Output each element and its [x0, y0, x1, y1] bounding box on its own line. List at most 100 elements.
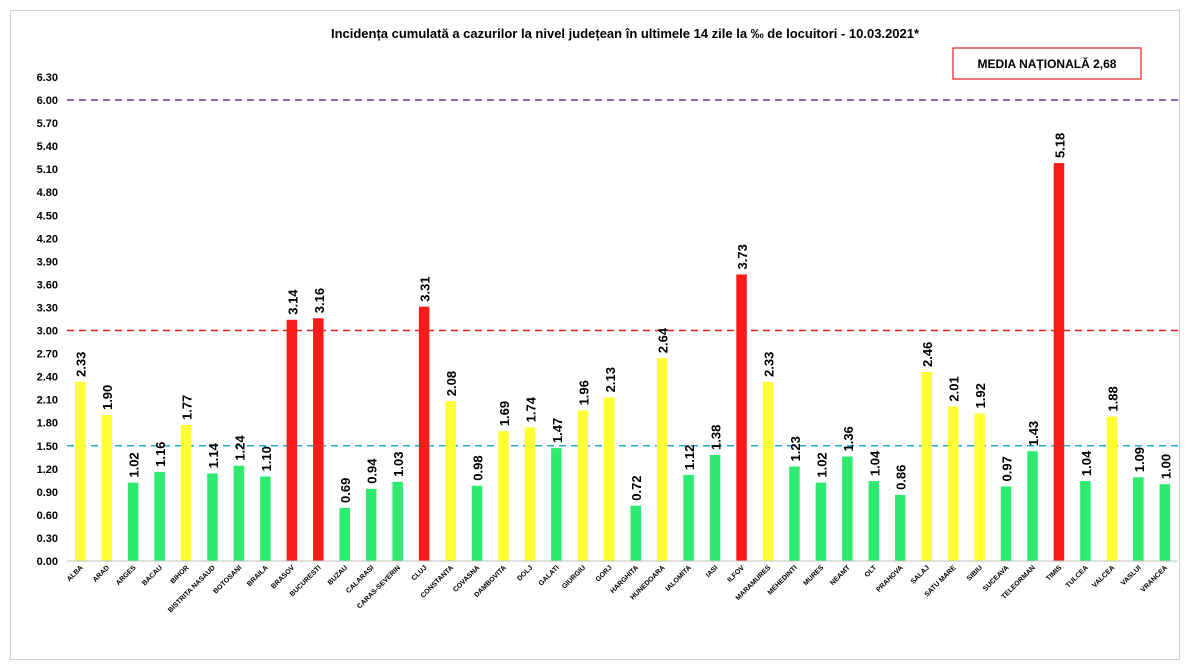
x-tick-label: TULCEA — [1065, 564, 1090, 589]
data-label: 3.16 — [312, 288, 327, 313]
y-tick-label: 0.00 — [37, 556, 58, 568]
bar-vrancea — [1159, 484, 1171, 561]
bar-gorj — [604, 397, 615, 561]
y-tick-label: 2.70 — [37, 349, 58, 361]
data-label: 1.12 — [682, 445, 697, 470]
data-label: 1.10 — [259, 446, 274, 471]
bar-olt — [868, 481, 880, 561]
x-tick-label: GIURGIU — [561, 564, 587, 590]
bar-galati — [551, 448, 562, 561]
data-label: 0.86 — [894, 465, 909, 490]
bar-brasov — [286, 319, 298, 561]
bar-teleorman — [1027, 451, 1038, 561]
x-tick-label: BISTRITA NASAUD — [167, 564, 217, 614]
data-label: 1.04 — [1079, 450, 1094, 476]
data-label: 1.16 — [153, 442, 168, 467]
data-label: 0.97 — [1000, 456, 1015, 481]
y-tick-label: 1.80 — [37, 418, 58, 430]
x-tick-label: VRANCEA — [1140, 564, 1169, 593]
bar-botosani — [233, 465, 245, 561]
y-tick-label: 0.90 — [37, 487, 58, 499]
data-label: 1.23 — [788, 436, 803, 461]
y-tick-label: 5.10 — [37, 164, 58, 176]
x-tick-label: BRAILA — [246, 564, 270, 588]
data-label: 2.33 — [761, 352, 776, 377]
bar-tulcea — [1080, 481, 1091, 561]
bar-maramures — [762, 381, 774, 561]
data-label: 1.03 — [391, 452, 406, 477]
media-nationala-label: MEDIA NAȚIONALĂ 2,68 — [978, 56, 1117, 71]
x-tick-label: ARGES — [115, 564, 138, 587]
bar-suceava — [1000, 486, 1012, 561]
media-nationala-box: MEDIA NAȚIONALĂ 2,68 — [952, 47, 1142, 80]
bar-iasi — [709, 454, 721, 561]
bar-ialomita — [683, 474, 694, 561]
data-label: 1.02 — [127, 452, 142, 477]
bar-calarasi — [365, 488, 377, 561]
bar-prahova — [895, 494, 906, 561]
bar-alba — [74, 381, 86, 561]
y-tick-label: 4.50 — [37, 210, 58, 222]
data-label: 1.69 — [497, 401, 512, 426]
bar-mehedinti — [789, 466, 800, 561]
data-label: 1.74 — [523, 396, 538, 422]
data-label: 1.96 — [576, 380, 591, 405]
bar-sibiu — [974, 413, 985, 561]
data-label: 5.18 — [1052, 133, 1067, 158]
y-tick-label: 3.90 — [37, 256, 58, 268]
y-tick-label: 1.50 — [37, 441, 58, 453]
y-tick-label: 3.00 — [37, 326, 58, 338]
data-label: 1.14 — [206, 442, 221, 468]
x-tick-label: MURES — [802, 564, 825, 587]
x-tick-label: GORJ — [595, 564, 614, 583]
y-tick-label: 6.00 — [37, 95, 58, 107]
x-tick-label: DOLJ — [516, 564, 534, 582]
data-label: 1.77 — [180, 395, 195, 420]
x-tick-label: ILFOV — [726, 564, 746, 584]
bar-cluj — [418, 306, 430, 561]
chart-title: Incidența cumulată a cazurilor la nivel … — [331, 26, 920, 41]
bar-ilfov — [736, 274, 747, 561]
x-tick-label: ALBA — [66, 564, 85, 583]
bar-salaj — [921, 372, 932, 561]
y-tick-label: 4.80 — [37, 187, 58, 199]
data-labels: 2.33 1.90 1.02 1.16 1.77 1.14 1.24 1.10 3.14 3.16… — [74, 133, 1174, 503]
bar-dolj — [524, 427, 536, 561]
x-tick-label: BIHOR — [170, 564, 191, 585]
x-tick-label: BRASOV — [270, 564, 296, 590]
y-tick-label: 5.40 — [37, 141, 58, 153]
data-label: 2.46 — [920, 342, 935, 367]
bar-braila — [260, 476, 271, 561]
bar-timis — [1053, 163, 1065, 562]
y-tick-label: 0.60 — [37, 510, 58, 522]
x-tick-label: VASLUI — [1120, 564, 1143, 587]
data-label: 1.38 — [709, 425, 724, 450]
bar-dambovita — [498, 431, 509, 561]
bar-hunedoara — [656, 358, 668, 561]
y-tick-label: 6.30 — [37, 72, 58, 84]
x-tick-label: SUCEAVA — [982, 564, 1010, 592]
data-label: 1.24 — [232, 435, 247, 461]
data-label: 0.72 — [629, 475, 644, 500]
x-tick-label: SIBIU — [966, 564, 984, 582]
bar-valcea — [1106, 416, 1118, 561]
y-tick-label: 2.10 — [37, 395, 58, 407]
y-tick-label: 5.70 — [37, 118, 58, 130]
data-label: 1.00 — [1158, 454, 1173, 479]
bar-harghita — [630, 505, 641, 561]
y-axis-ticks: 0.00 0.30 0.60 0.90 1.20 1.50 1.80 2.10 2.40 2.70… — [37, 72, 58, 568]
data-label: 2.64 — [656, 327, 671, 353]
bar-vaslui — [1133, 477, 1144, 561]
y-tick-label: 3.60 — [37, 279, 58, 291]
data-label: 0.98 — [471, 455, 486, 480]
data-label: 2.08 — [444, 371, 459, 396]
data-label: 1.92 — [973, 383, 988, 408]
bar-bucuresti — [313, 318, 324, 561]
chart-frame — [10, 10, 1180, 660]
x-tick-label: GALATI — [538, 564, 561, 587]
threshold-lines — [67, 99, 1178, 447]
bar-satu-mare — [947, 406, 959, 561]
data-label: 2.33 — [74, 352, 89, 377]
data-label: 2.01 — [947, 376, 962, 401]
